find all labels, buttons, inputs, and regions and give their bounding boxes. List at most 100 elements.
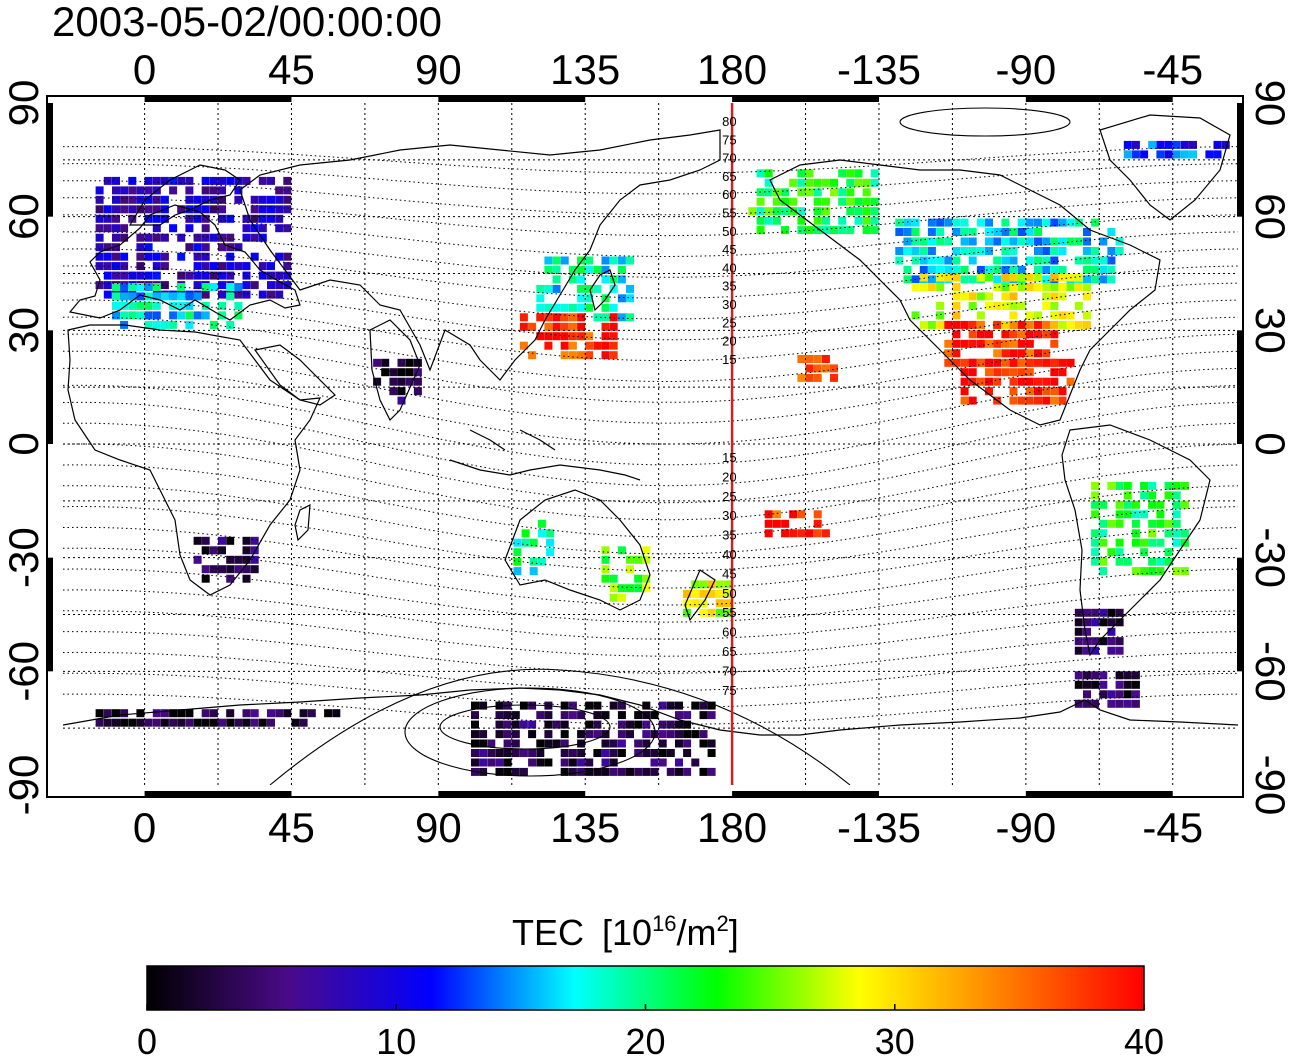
- tec-cell: [1017, 368, 1026, 377]
- lon-tick-label-bottom: 180: [697, 804, 767, 851]
- tec-region: [764, 510, 830, 538]
- tec-cell: [1074, 646, 1083, 655]
- tec-cell: [103, 709, 112, 718]
- coast-greenland: [1099, 114, 1231, 221]
- tec-cell: [152, 233, 161, 242]
- tec-cell: [1172, 140, 1181, 149]
- tec-cell: [797, 178, 806, 187]
- tec-cell: [1050, 339, 1059, 348]
- tec-cell: [103, 271, 112, 280]
- tec-cell: [568, 341, 577, 350]
- tec-cell: [772, 188, 781, 197]
- tec-cell: [1099, 500, 1108, 509]
- tec-cell: [218, 262, 226, 271]
- tec-cell: [283, 195, 292, 204]
- tec-cell: [528, 351, 537, 360]
- tec-cell: [1083, 237, 1091, 246]
- tec-cell: [152, 311, 161, 320]
- tec-cell: [528, 730, 537, 739]
- tec-cell: [1156, 567, 1165, 576]
- tec-cell: [144, 243, 153, 252]
- tec-cell: [201, 214, 210, 223]
- tec-cell: [1001, 265, 1010, 274]
- tec-cell: [601, 256, 610, 265]
- magnetic-contour: [63, 589, 1238, 640]
- tec-cell: [1009, 237, 1018, 246]
- tec-cell: [993, 349, 1002, 358]
- tec-cell: [1115, 646, 1124, 655]
- tec-cell: [267, 176, 275, 185]
- tec-cell: [1123, 671, 1132, 680]
- tec-cell: [617, 767, 626, 776]
- tec-cell: [250, 709, 259, 718]
- frame-tick-bars: [47, 96, 1243, 797]
- tec-cell: [1180, 140, 1189, 149]
- tec-cell: [593, 284, 602, 293]
- tec-cell: [1058, 237, 1067, 246]
- tec-cell: [1025, 228, 1034, 236]
- tec-cell: [1148, 519, 1157, 528]
- tec-cell: [1009, 368, 1018, 377]
- coast-newzealand: [684, 569, 716, 622]
- tec-cell: [1099, 237, 1108, 246]
- tec-cell: [870, 216, 879, 225]
- tec-cell: [120, 271, 129, 280]
- tec-cell: [993, 301, 1002, 310]
- tec-region: [797, 355, 838, 382]
- tec-cell: [544, 303, 553, 312]
- tec-cell: [1042, 301, 1051, 310]
- tec-cell: [283, 186, 292, 195]
- tec-cell: [103, 718, 112, 727]
- tec-cell: [1034, 283, 1042, 291]
- tec-cell: [1058, 358, 1067, 367]
- tec-cell: [723, 608, 732, 617]
- tec-cell: [267, 262, 275, 271]
- tec-cell: [185, 195, 194, 204]
- tec-cell: [870, 207, 879, 216]
- tec-cell: [609, 758, 618, 767]
- tec-cell: [976, 377, 985, 386]
- tec-cell: [756, 169, 765, 178]
- tec-cell: [1148, 481, 1157, 490]
- tec-cell: [234, 243, 243, 252]
- tec-cell: [577, 730, 586, 739]
- tec-cell: [1180, 529, 1189, 538]
- tec-cell: [577, 711, 586, 720]
- tec-cell: [152, 301, 161, 310]
- tec-cell: [120, 718, 129, 727]
- tec-cell: [927, 237, 936, 246]
- tec-cell: [1009, 349, 1018, 358]
- tec-cell: [1083, 265, 1091, 274]
- tec-cell: [103, 290, 112, 299]
- tec-cell: [1148, 500, 1157, 509]
- tec-cell: [985, 339, 993, 348]
- tec-cell: [805, 529, 814, 538]
- tec-cell: [1140, 481, 1149, 490]
- tec-cell: [250, 233, 259, 242]
- tec-cell: [1025, 320, 1034, 329]
- tec-cell: [177, 301, 186, 310]
- tec-cell: [1164, 529, 1173, 538]
- tec-cell: [1001, 218, 1010, 227]
- lat-tick-label-left: 0: [0, 432, 47, 455]
- tec-cell: [1107, 548, 1116, 557]
- tec-cell: [1091, 529, 1100, 538]
- tec-cell: [405, 368, 414, 377]
- tec-cell: [1025, 330, 1034, 339]
- tec-cell: [537, 557, 546, 566]
- tec-cell: [772, 216, 781, 225]
- tec-cell: [601, 341, 610, 350]
- tec-cell: [405, 358, 414, 367]
- tec-cell: [1066, 283, 1075, 291]
- frame-tick-bar: [1237, 330, 1243, 444]
- tec-cell: [283, 281, 292, 290]
- tec-cell: [560, 351, 569, 360]
- tec-cell: [144, 186, 153, 195]
- coast-europe: [68, 204, 301, 321]
- tec-cell: [919, 320, 928, 329]
- tec-cell: [952, 349, 961, 358]
- tec-cell: [1050, 265, 1059, 274]
- tec-cell: [1050, 368, 1059, 377]
- tec-cell: [911, 283, 920, 291]
- tec-cell: [903, 218, 912, 227]
